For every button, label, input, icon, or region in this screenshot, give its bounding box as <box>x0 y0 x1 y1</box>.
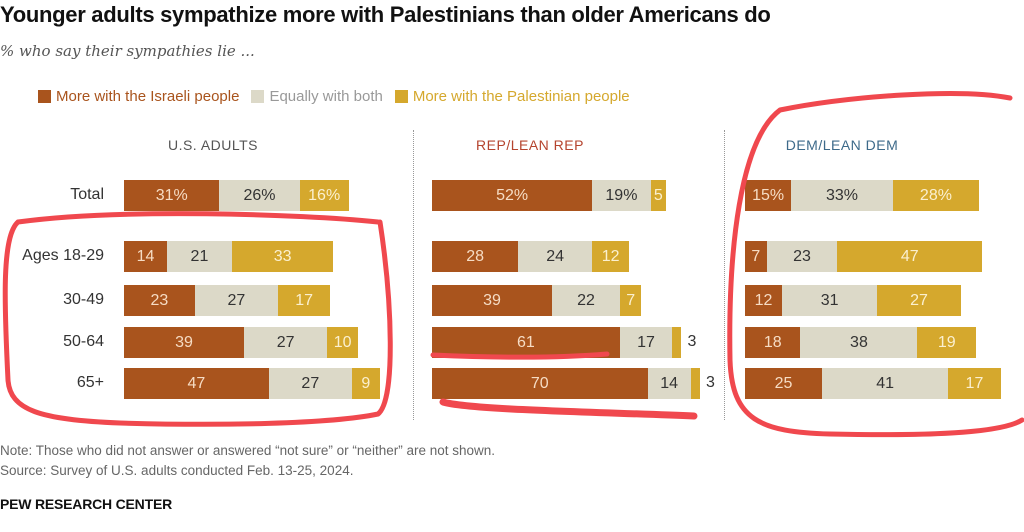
legend-item-palestinian: More with the Palestinian people <box>394 88 630 105</box>
panel-divider <box>724 130 725 420</box>
bar-segment-equal: 24 <box>518 241 593 272</box>
bar-segment-palestinian: 12 <box>592 241 630 272</box>
legend-swatch <box>394 90 408 103</box>
bar-segment-palestinian: 47 <box>837 241 983 272</box>
data-label: 3 <box>687 333 697 350</box>
bar-segment-equal: 21 <box>167 241 232 272</box>
red-underline-70 <box>439 398 698 420</box>
bar-segment-israeli: 28 <box>432 241 519 272</box>
footer-note: Note: Those who did not answer or answer… <box>0 443 496 458</box>
panel-title-dem: DEM/LEAN DEM <box>785 137 899 153</box>
bar-segment-palestinian: 33 <box>231 241 334 272</box>
bar-segment-israeli: 25 <box>745 368 822 399</box>
bar-segment-palestinian: 17 <box>278 285 331 316</box>
chart-subtitle: % who say their sympathies lie ... <box>0 42 255 60</box>
bar-segment-israeli: 23 <box>124 285 195 316</box>
bar-segment-equal: 27 <box>194 285 278 316</box>
legend-item-israeli: More with the Israeli people <box>38 88 239 105</box>
pew-logo: PEW RESEARCH CENTER <box>0 496 172 512</box>
row-label: 30-49 <box>63 291 104 308</box>
bar-segment-israeli: 12 <box>745 285 782 316</box>
bar-segment-equal: 41 <box>822 368 949 399</box>
bar-segment-palestinian <box>690 368 700 399</box>
bar-segment-israeli: 14 <box>124 241 168 272</box>
bar-segment-palestinian: 16% <box>299 180 349 211</box>
bar-segment-palestinian: 5 <box>650 180 667 211</box>
legend-item-equal: Equally with both <box>251 88 383 105</box>
bar-segment-israeli: 47 <box>124 368 269 399</box>
bar-segment-equal: 22 <box>552 285 620 316</box>
bar-segment-equal: 31 <box>781 285 878 316</box>
bar-segment-palestinian: 19 <box>917 327 976 358</box>
legend-swatch <box>251 90 265 103</box>
bar-segment-palestinian: 28% <box>892 180 980 211</box>
bar-segment-israeli: 61 <box>432 327 620 358</box>
bar-segment-equal: 26% <box>219 180 300 211</box>
bar-segment-equal: 38 <box>800 327 918 358</box>
row-label: 50-64 <box>63 333 104 350</box>
bar-segment-israeli: 18 <box>745 327 801 358</box>
panel-title-us-adults: U.S. ADULTS <box>167 137 259 153</box>
legend-label: More with the Israeli people <box>56 88 240 105</box>
panel-title-rep: REP/LEAN REP <box>476 137 584 153</box>
bar-segment-palestinian: 17 <box>948 368 1001 399</box>
row-label: Ages 18-29 <box>22 247 104 264</box>
bar-segment-israeli: 39 <box>124 327 245 358</box>
panel-divider <box>413 130 414 420</box>
bar-segment-equal: 33% <box>791 180 893 211</box>
bar-segment-palestinian <box>672 327 682 358</box>
bar-segment-palestinian: 9 <box>351 368 380 399</box>
chart-title: Younger adults sympathize more with Pale… <box>0 2 771 27</box>
bar-segment-israeli: 31% <box>124 180 220 211</box>
legend-swatch <box>38 90 51 103</box>
data-label: 3 <box>705 374 715 391</box>
bar-segment-israeli: 7 <box>745 241 767 272</box>
bar-segment-equal: 27 <box>244 327 328 358</box>
legend-label: More with the Palestinian people <box>412 88 630 105</box>
bar-segment-palestinian: 10 <box>327 327 359 358</box>
bar-segment-equal: 23 <box>766 241 838 272</box>
bar-segment-israeli: 70 <box>432 368 648 399</box>
bar-segment-israeli: 39 <box>432 285 553 316</box>
bar-segment-palestinian: 27 <box>877 285 961 316</box>
bar-segment-equal: 19% <box>592 180 651 211</box>
row-label: 65+ <box>76 374 104 391</box>
row-label: Total <box>70 186 104 203</box>
bar-segment-israeli: 52% <box>432 180 593 211</box>
legend-label: Equally with both <box>269 88 383 105</box>
bar-segment-israeli: 15% <box>745 180 792 211</box>
bar-segment-equal: 27 <box>268 368 352 399</box>
bar-segment-equal: 17 <box>619 327 673 358</box>
footer-source: Source: Survey of U.S. adults conducted … <box>0 463 354 478</box>
bar-segment-equal: 14 <box>647 368 691 399</box>
legend: More with the Israeli people Equally wit… <box>38 88 630 105</box>
bar-segment-palestinian: 7 <box>619 285 642 316</box>
